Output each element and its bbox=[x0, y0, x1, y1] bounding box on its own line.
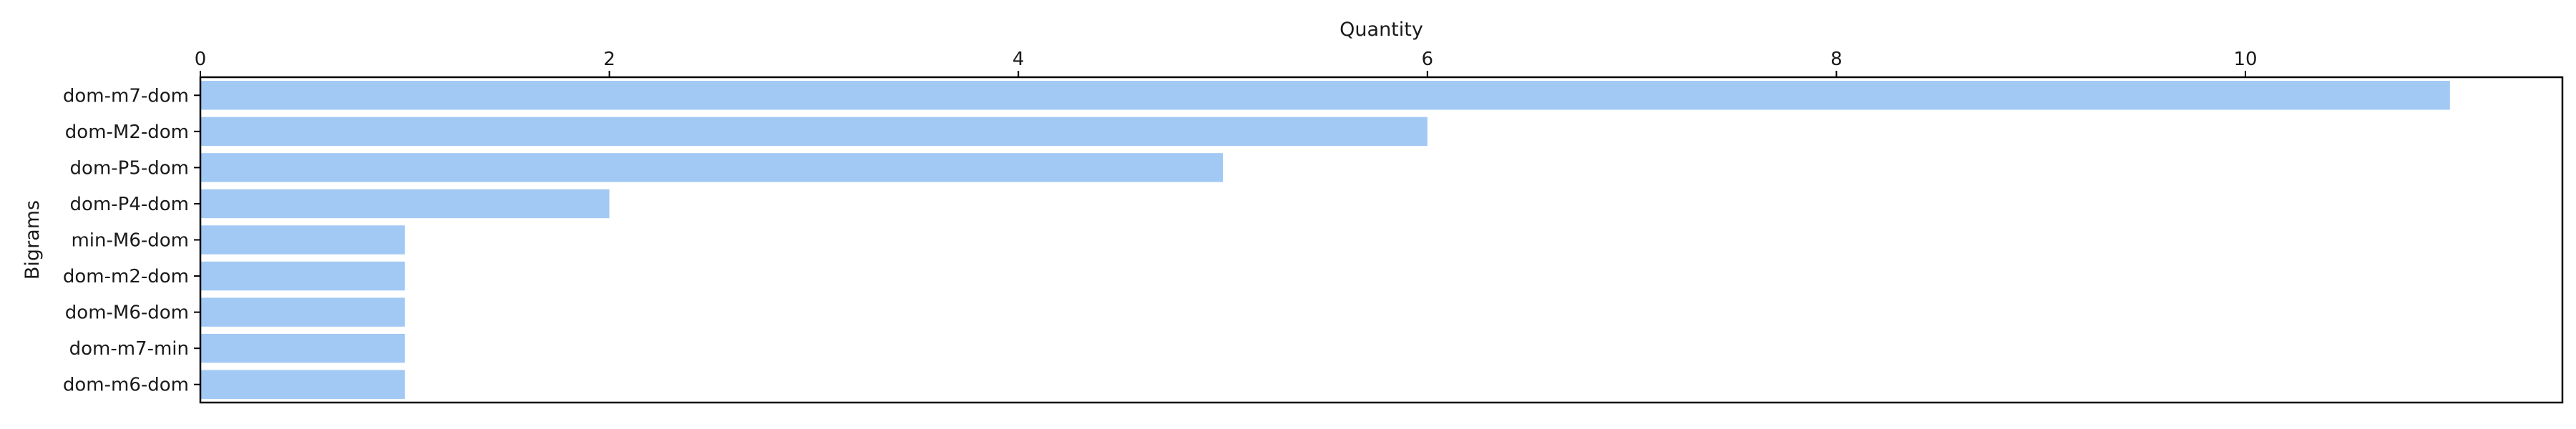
y-tick-label: min-M6-dom bbox=[71, 230, 189, 252]
bar-min-M6-dom bbox=[200, 225, 405, 255]
bar-dom-P5-dom bbox=[200, 153, 1224, 182]
y-tick-label: dom-M6-dom bbox=[65, 302, 189, 324]
y-tick-label: dom-m2-dom bbox=[63, 266, 189, 287]
y-tick-label: dom-m7-min bbox=[69, 338, 189, 360]
x-tick-label: 10 bbox=[2233, 49, 2257, 70]
bar-dom-m2-dom bbox=[200, 261, 405, 291]
x-tick-label: 4 bbox=[1013, 49, 1025, 70]
bar-dom-m7-min bbox=[200, 333, 405, 363]
y-axis-title: Bigrams bbox=[21, 200, 44, 280]
plot-frame bbox=[199, 76, 2564, 404]
bar-dom-M2-dom bbox=[200, 117, 1428, 147]
bar-dom-P4-dom bbox=[200, 189, 610, 219]
x-tick-label: 6 bbox=[1422, 49, 1434, 70]
bar-dom-m7-dom bbox=[200, 81, 2450, 110]
y-tick-label: dom-M2-dom bbox=[65, 122, 189, 143]
y-tick-label: dom-m6-dom bbox=[63, 375, 189, 396]
x-axis-title: Quantity bbox=[1340, 19, 1423, 41]
y-tick-label: dom-m7-dom bbox=[63, 85, 189, 107]
y-tick-label: dom-P4-dom bbox=[70, 194, 189, 215]
x-tick-label: 8 bbox=[1830, 49, 1843, 70]
bar-dom-m6-dom bbox=[200, 370, 405, 399]
bars-group bbox=[200, 81, 2450, 399]
bar-dom-M6-dom bbox=[200, 297, 405, 327]
y-tick-group: dom-m7-dom dom-M2-dom dom-P5-dom dom-P4-dom… bbox=[63, 85, 200, 396]
y-tick-label: dom-P5-dom bbox=[70, 157, 189, 179]
x-tick-label: 0 bbox=[195, 49, 207, 70]
x-tick-label: 2 bbox=[603, 49, 615, 70]
x-tick-group: 0 2 4 6 8 10 bbox=[195, 49, 2258, 77]
